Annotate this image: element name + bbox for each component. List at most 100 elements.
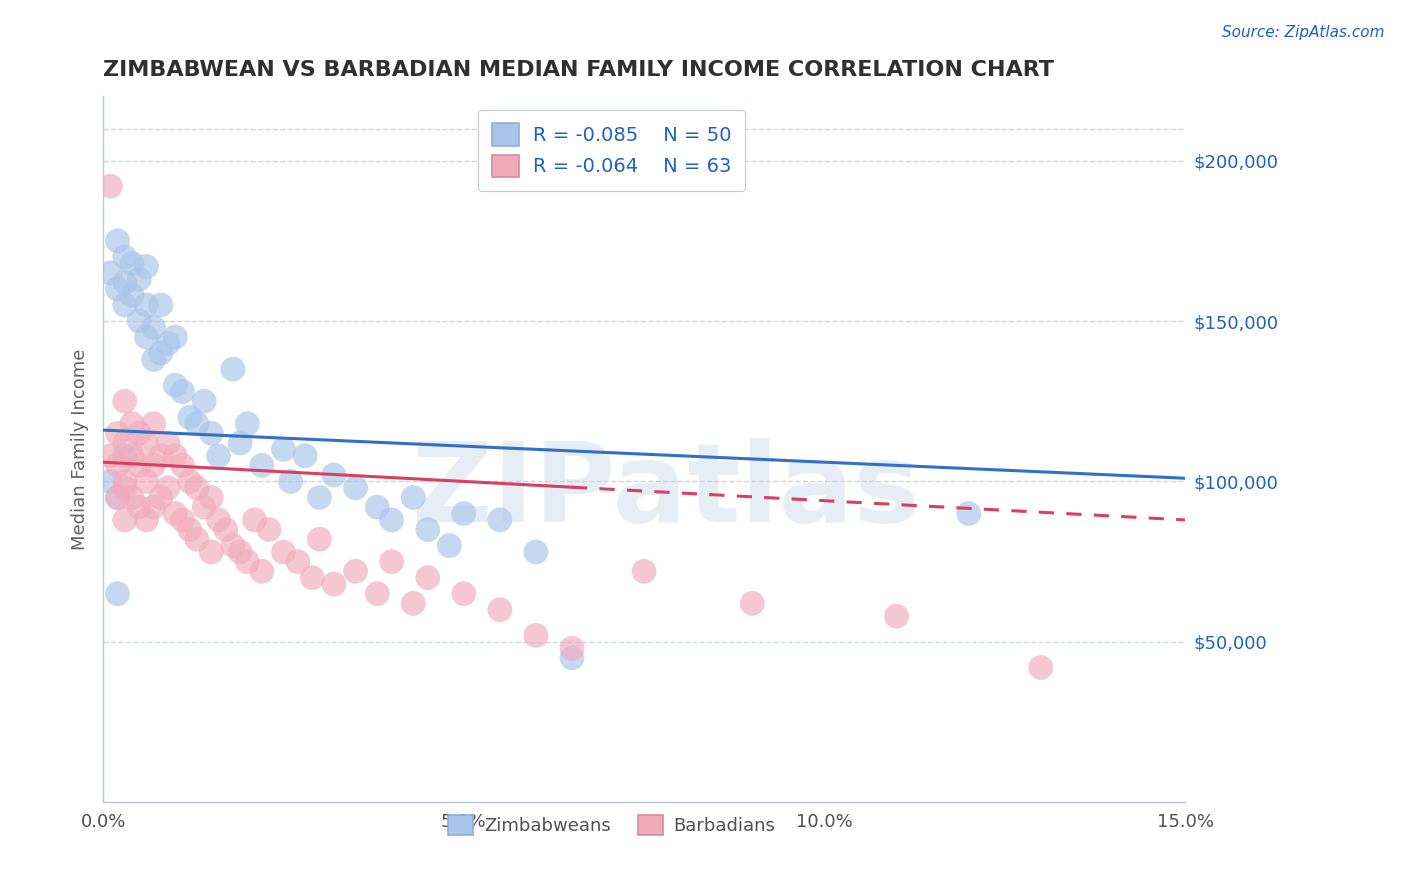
Point — [366, 500, 388, 514]
Point — [257, 523, 280, 537]
Point — [114, 250, 136, 264]
Point — [98, 179, 121, 194]
Point — [149, 346, 172, 360]
Point — [128, 272, 150, 286]
Point — [366, 587, 388, 601]
Point — [308, 532, 330, 546]
Point — [323, 468, 346, 483]
Point — [186, 532, 208, 546]
Point — [416, 571, 439, 585]
Point — [107, 426, 129, 441]
Point — [250, 458, 273, 473]
Point — [165, 378, 187, 392]
Point — [200, 426, 222, 441]
Point — [114, 436, 136, 450]
Point — [114, 298, 136, 312]
Point — [121, 417, 143, 431]
Point — [207, 513, 229, 527]
Point — [453, 507, 475, 521]
Point — [294, 449, 316, 463]
Point — [1029, 660, 1052, 674]
Point — [128, 458, 150, 473]
Point — [121, 288, 143, 302]
Point — [273, 545, 295, 559]
Point — [121, 256, 143, 270]
Point — [524, 545, 547, 559]
Point — [308, 491, 330, 505]
Point — [193, 394, 215, 409]
Point — [157, 336, 180, 351]
Point — [186, 481, 208, 495]
Point — [107, 491, 129, 505]
Point — [381, 513, 404, 527]
Point — [344, 564, 367, 578]
Text: Source: ZipAtlas.com: Source: ZipAtlas.com — [1222, 25, 1385, 40]
Point — [114, 276, 136, 290]
Point — [114, 481, 136, 495]
Point — [149, 491, 172, 505]
Point — [107, 282, 129, 296]
Point — [524, 628, 547, 642]
Point — [149, 298, 172, 312]
Point — [135, 436, 157, 450]
Point — [135, 298, 157, 312]
Point — [381, 555, 404, 569]
Point — [957, 507, 980, 521]
Point — [121, 491, 143, 505]
Point — [114, 449, 136, 463]
Point — [114, 513, 136, 527]
Point — [135, 513, 157, 527]
Text: ZIPatlas: ZIPatlas — [412, 438, 920, 545]
Point — [561, 641, 583, 656]
Y-axis label: Median Family Income: Median Family Income — [72, 349, 89, 550]
Point — [323, 577, 346, 591]
Legend: Zimbabweans, Barbadians: Zimbabweans, Barbadians — [440, 807, 783, 843]
Point — [107, 491, 129, 505]
Point — [114, 394, 136, 409]
Point — [135, 475, 157, 489]
Point — [273, 442, 295, 457]
Point — [179, 475, 201, 489]
Point — [114, 475, 136, 489]
Point — [344, 481, 367, 495]
Point — [287, 555, 309, 569]
Point — [222, 362, 245, 376]
Point — [453, 587, 475, 601]
Point — [416, 523, 439, 537]
Point — [186, 417, 208, 431]
Point — [402, 596, 425, 610]
Point — [98, 266, 121, 280]
Point — [135, 260, 157, 274]
Point — [142, 320, 165, 334]
Point — [236, 555, 259, 569]
Point — [172, 384, 194, 399]
Point — [200, 545, 222, 559]
Point — [886, 609, 908, 624]
Point — [107, 587, 129, 601]
Point — [142, 500, 165, 514]
Point — [193, 500, 215, 514]
Point — [215, 523, 238, 537]
Point — [157, 481, 180, 495]
Point — [280, 475, 302, 489]
Point — [172, 458, 194, 473]
Point — [243, 513, 266, 527]
Point — [207, 449, 229, 463]
Point — [142, 458, 165, 473]
Point — [107, 458, 129, 473]
Point — [200, 491, 222, 505]
Point — [250, 564, 273, 578]
Point — [128, 426, 150, 441]
Point — [236, 417, 259, 431]
Text: ZIMBABWEAN VS BARBADIAN MEDIAN FAMILY INCOME CORRELATION CHART: ZIMBABWEAN VS BARBADIAN MEDIAN FAMILY IN… — [103, 60, 1054, 79]
Point — [741, 596, 763, 610]
Point — [135, 330, 157, 344]
Point — [142, 417, 165, 431]
Point — [439, 539, 461, 553]
Point — [165, 330, 187, 344]
Point — [128, 500, 150, 514]
Point — [149, 449, 172, 463]
Point — [301, 571, 323, 585]
Point — [142, 352, 165, 367]
Point — [229, 436, 252, 450]
